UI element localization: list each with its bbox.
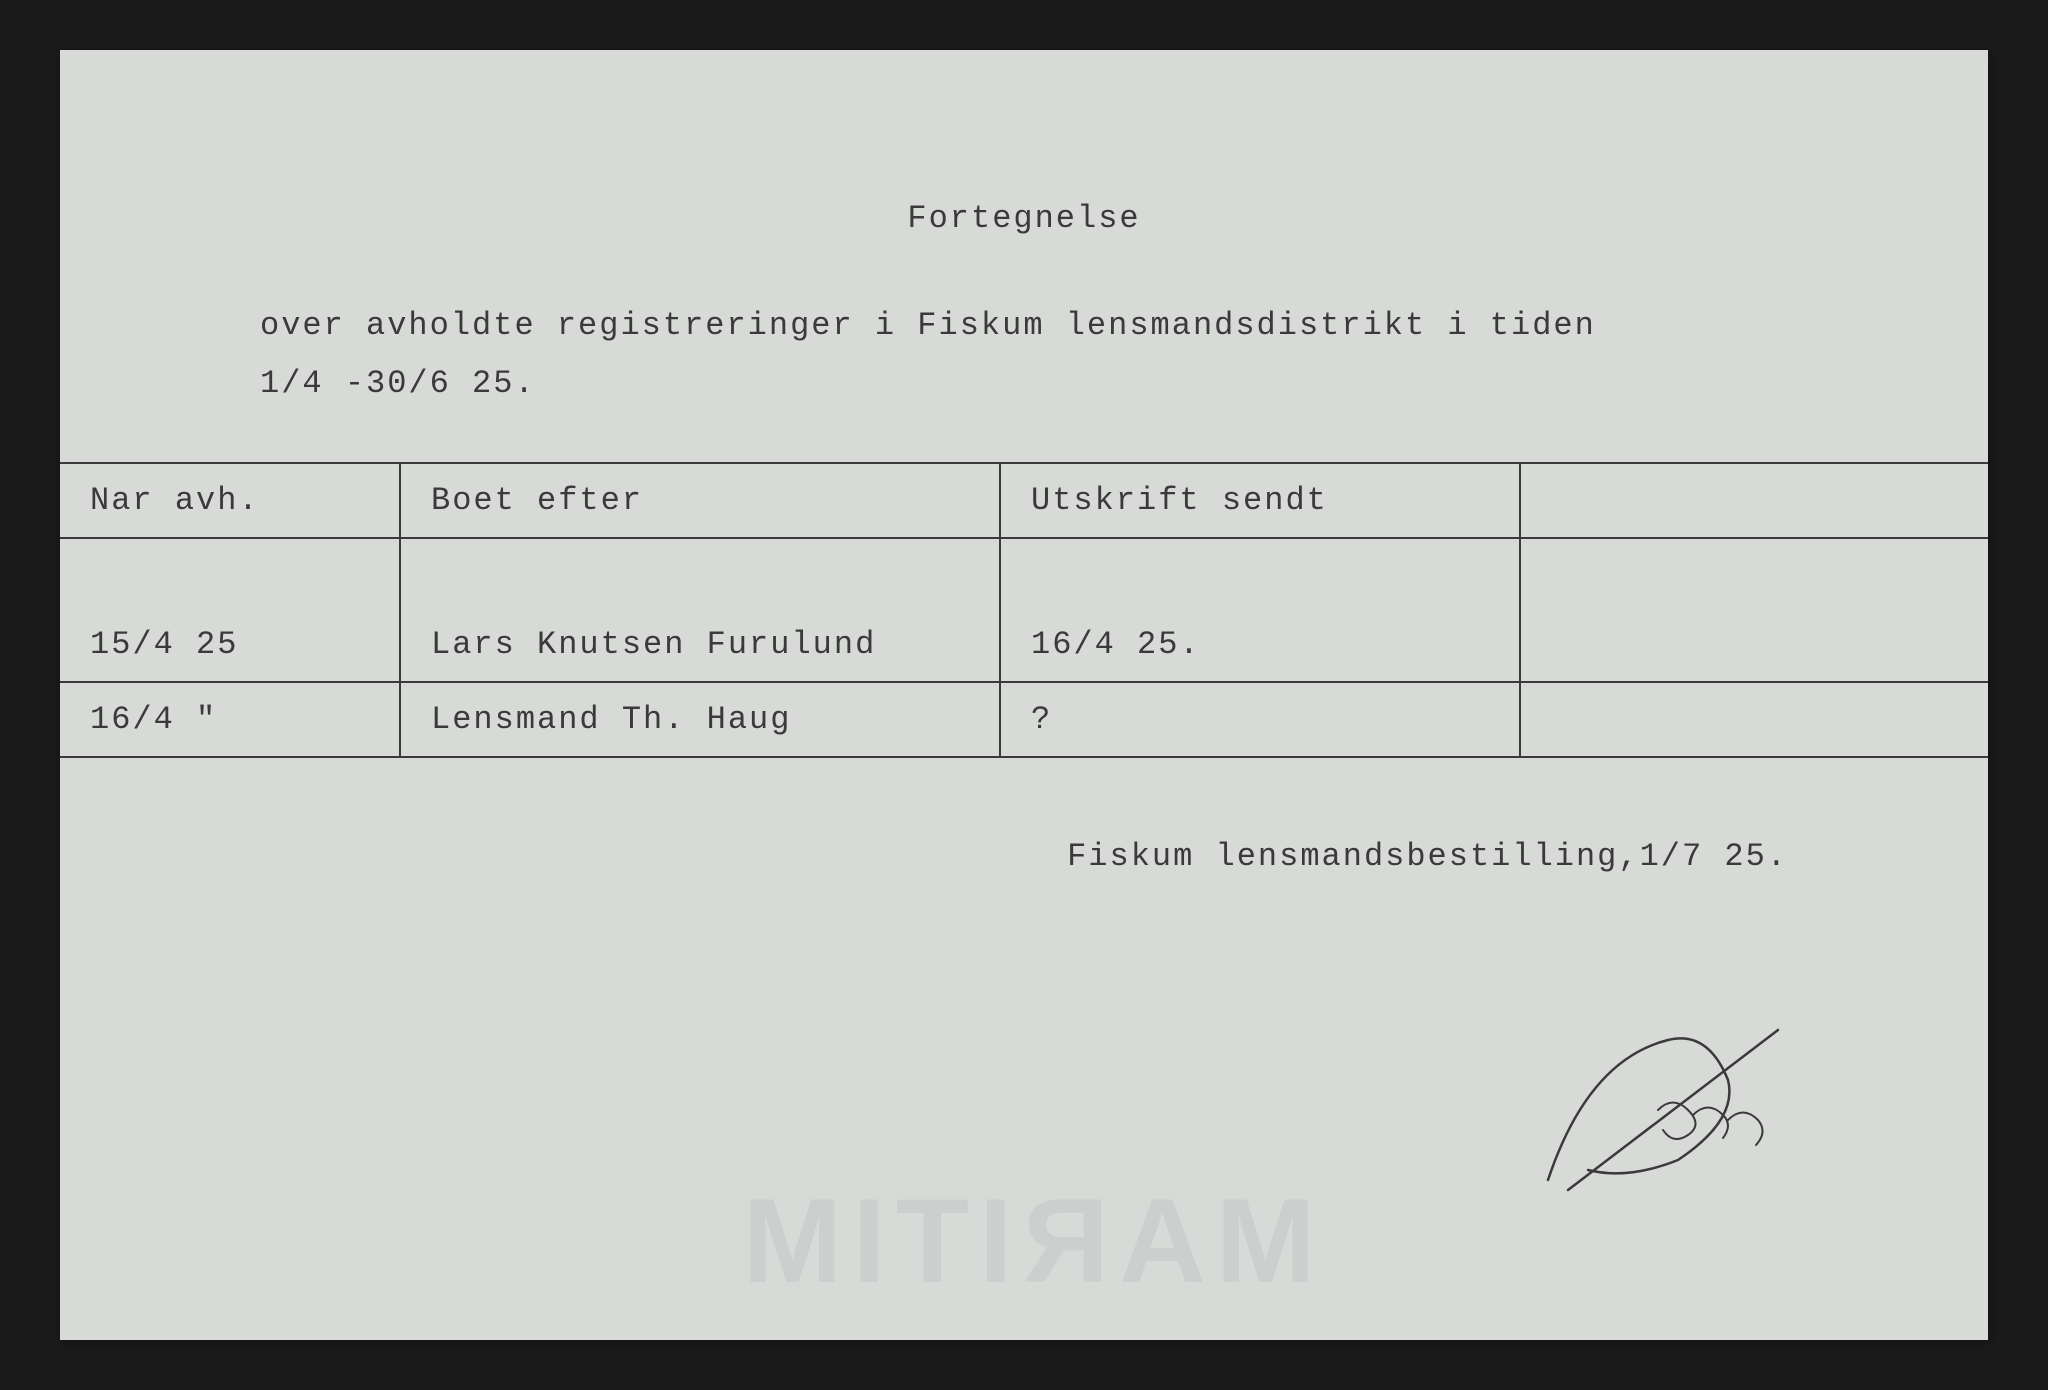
intro-line-1: over avholdte registreringer i Fiskum le… xyxy=(260,307,1596,344)
cell-boet: Lensmand Th. Haug xyxy=(400,682,1000,757)
cell-utskrift: ? xyxy=(1000,682,1520,757)
document-paper: Fortegnelse over avholdte registreringer… xyxy=(60,50,1988,1340)
document-title: Fortegnelse xyxy=(60,200,1988,237)
registration-table: Nar avh. Boet efter Utskrift sendt 15/4 … xyxy=(60,462,1988,758)
document-footer: Fiskum lensmandsbestilling,1/7 25. xyxy=(60,838,1988,875)
cell-utskrift: 16/4 25. xyxy=(1000,608,1520,682)
cell-extra xyxy=(1520,682,1988,757)
table-row: 15/4 25 Lars Knutsen Furulund 16/4 25. xyxy=(60,608,1988,682)
cell-date: 16/4 " xyxy=(60,682,400,757)
cell-extra xyxy=(1520,608,1988,682)
cell-date: 15/4 25 xyxy=(60,608,400,682)
header-extra xyxy=(1520,463,1988,538)
table-row: 16/4 " Lensmand Th. Haug ? xyxy=(60,682,1988,757)
table-spacer-row xyxy=(60,538,1988,608)
header-boet: Boet efter xyxy=(400,463,1000,538)
intro-line-2: 1/4 -30/6 25. xyxy=(260,365,536,402)
signature-mark xyxy=(1528,1020,1808,1200)
paper-watermark: MARITIM xyxy=(732,1172,1315,1310)
cell-boet: Lars Knutsen Furulund xyxy=(400,608,1000,682)
table-header-row: Nar avh. Boet efter Utskrift sendt xyxy=(60,463,1988,538)
document-intro: over avholdte registreringer i Fiskum le… xyxy=(60,297,1988,412)
header-utskrift: Utskrift sendt xyxy=(1000,463,1520,538)
header-date: Nar avh. xyxy=(60,463,400,538)
